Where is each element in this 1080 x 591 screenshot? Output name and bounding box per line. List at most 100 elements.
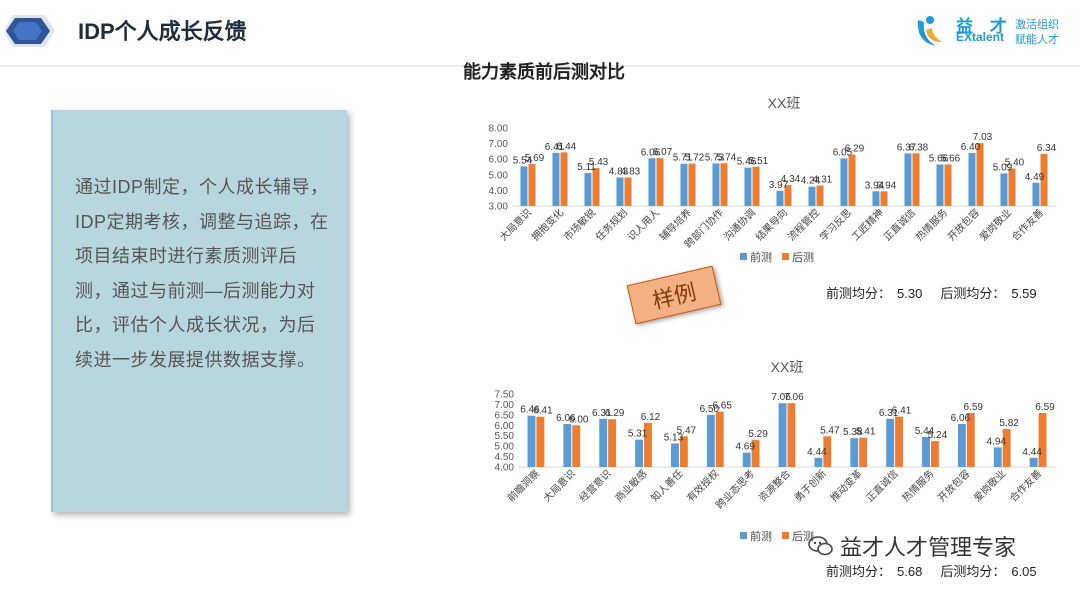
chart2-legend-post: 后测 [792,530,814,543]
chart1-post-avg-value: 5.59 [1011,286,1037,301]
chart1-bar-pre [744,167,752,206]
chart1-legend-post: 后测 [792,251,814,264]
chart1-data-label-pre: 6.05 [833,147,853,158]
chart1-data-label-post: 4.31 [813,175,833,186]
chart2-bar-post [1002,429,1011,467]
chart2-category-label: 合作友善 [1007,467,1044,504]
chart2-y-tick: 4.50 [495,452,515,463]
chart1-legend-swatch-post [782,253,789,260]
wechat-icon [808,536,833,556]
chart2-data-label-pre: 5.31 [628,429,648,440]
chart1-legend-pre: 前测 [750,250,772,264]
chart2-bar-post [859,437,868,467]
chart2-data-label-post: 6.00 [569,414,589,425]
chart2-bar-post [679,436,688,467]
chart1-category-label: 任务规划 [593,206,630,243]
chart2-data-label-post: 5.24 [928,430,948,441]
chart1-data-label-pre: 4.83 [609,166,629,177]
logo-slogan-line2: 赋能人才 [1015,34,1059,46]
chart1-data-label-post: 5.66 [941,154,961,165]
header-hexagon-icon [3,13,57,54]
chart1-data-label-post: 7.03 [973,132,993,143]
chart1-category-label: 爱岗敬业 [977,206,1014,243]
chart2-y-tick: 6.50 [495,410,515,421]
chart2-category-label: 开放包容 [935,467,972,504]
chart1-bar-post [1008,168,1016,206]
chart2-bar-post [572,425,581,467]
chart1-data-label-pre: 5.09 [993,162,1013,173]
chart1-data-label-post: 5.43 [589,157,609,168]
chart2-bar-pre [814,457,823,467]
chart1-y-tick: 3.00 [489,202,509,213]
chart1-bar-pre [872,191,880,206]
chart2-data-label-pre: 6.31 [879,408,899,419]
chart1-data-label-post: 5.69 [525,153,545,164]
chart1-bar-pre [552,152,560,206]
chart2-bar-post [751,440,760,467]
chart1-bar-post [560,152,568,206]
chart1-bar-pre [840,158,848,206]
chart2-title: XX班 [771,359,804,375]
chart1-pre-avg-label: 前测均分： [826,286,892,301]
chart1-category-label: 识人用人 [625,207,662,244]
chart2-data-label-post: 6.59 [964,402,984,413]
chart1-bar-pre [520,166,528,206]
chart1-bar-pre [936,164,944,206]
chart1-data-label-post: 4.34 [781,174,801,185]
chart2-post-avg-value: 6.05 [1011,564,1037,579]
chart1-category-label: 正直诚信 [881,206,918,243]
chart2-data-label-pre: 5.44 [915,426,935,437]
chart2-bar-pre [922,436,930,467]
chart2-category-label: 跨业态思考 [713,467,758,512]
chart1-title: XX班 [768,95,801,111]
chart1-bar-pre [584,173,592,206]
chart1-bar-post [528,164,536,206]
chart1-bar-post [1040,153,1048,206]
chart2-data-label-post: 6.59 [1035,402,1055,413]
chart2-bar-pre [886,418,895,467]
chart2-data-label-post: 7.06 [784,392,804,403]
chart1-bar-post [720,163,728,206]
chart1-bar-pre [680,163,688,206]
chart1-bar-pre [616,177,624,206]
chart2-bar-post [823,436,832,467]
watermark-text: 益才人才管理专家 [840,535,1017,560]
chart2-data-label-pre: 4.94 [987,436,1007,447]
chart2-data-label-pre: 4.69 [735,442,755,453]
chart2-bar-pre [993,447,1002,467]
chart2-data-label-pre: 4.44 [807,447,827,458]
chart2-bar-post [895,416,903,467]
chart2-category-label: 知人善任 [648,467,685,504]
chart1-data-label-post: 5.51 [749,156,769,167]
chart2-data-label-pre: 7.06 [771,392,791,403]
chart2-bar-post [1038,412,1047,467]
section-subtitle: 能力素质前后测对比 [463,62,625,82]
wechat-watermark: 益才人才管理专家 [808,530,1016,562]
chart2-bar-pre [1029,457,1038,467]
chart2-bar-pre [599,418,608,467]
chart2-bar-post [536,416,545,467]
chart2-category-label: 有效授权 [684,467,721,504]
chart2-bar-pre [957,424,966,467]
logo-english-name: EXtalent [956,30,1005,44]
chart1-bar-post [912,153,920,206]
chart2-pre-avg-label: 前测均分： [826,564,892,579]
chart2-y-tick: 6.00 [495,421,515,432]
chart2-data-label-post: 5.82 [999,418,1019,429]
chart1-category-label: 市场敏锐 [561,206,598,243]
chart1-data-label-pre: 3.97 [769,180,789,191]
chart2-category-label: 商业敏感 [612,467,649,504]
logo-slogan-line1: 激活组织 [1015,19,1059,31]
page-title: IDP个人成长反馈 [78,19,247,44]
chart1-data-label-post: 6.07 [653,147,673,158]
chart2-bar-pre [527,415,536,467]
chart1-category-label: 沟通协调 [721,206,758,243]
logo-chinese-name: 益 才 [956,17,1013,36]
chart2-data-label-post: 5.47 [677,425,697,436]
chart1-data-label-pre: 5.54 [513,155,533,166]
chart1-data-label-pre: 5.46 [737,157,757,168]
chart2-data-label-post: 6.41 [892,406,912,417]
chart1-bar-pre [1000,173,1008,206]
chart1-y-tick: 6.00 [489,155,509,166]
